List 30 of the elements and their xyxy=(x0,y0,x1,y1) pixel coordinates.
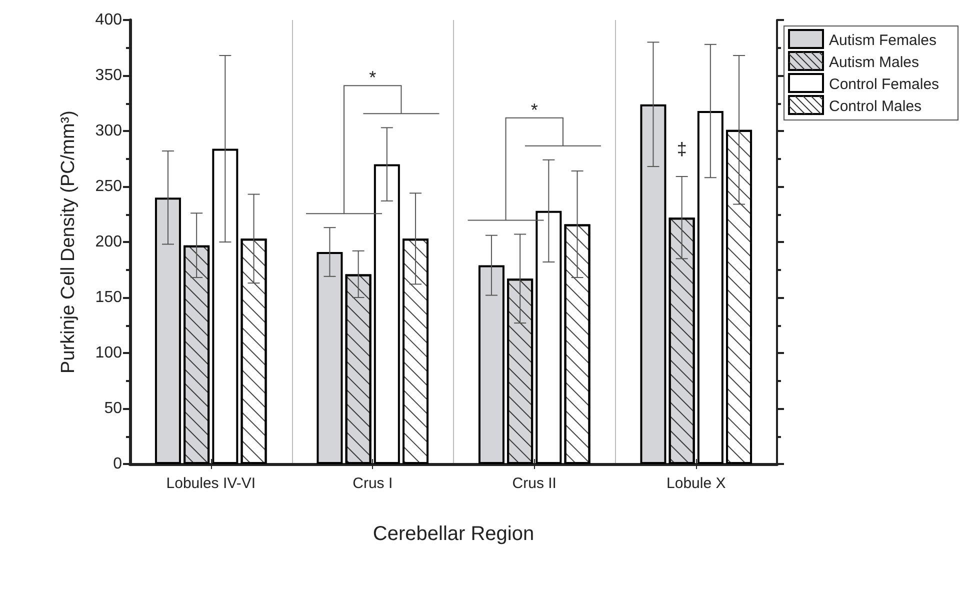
annotation: * xyxy=(369,68,376,88)
legend-label: Control Females xyxy=(829,76,940,93)
y-tick-label: 350 xyxy=(95,67,122,84)
y-tick-label: 150 xyxy=(95,289,122,306)
bar xyxy=(212,148,238,464)
annotation: ‡ xyxy=(676,138,687,159)
bar xyxy=(697,111,724,464)
annotation: * xyxy=(530,100,538,120)
y-tick-label: 250 xyxy=(95,178,122,195)
y-tick-label: 400 xyxy=(95,12,122,28)
bar xyxy=(374,164,400,464)
bar xyxy=(536,210,562,464)
y-axis-title: Purkinje Cell Density (PC/mm³) xyxy=(58,110,79,374)
bar xyxy=(316,252,343,464)
y-tick-label: 300 xyxy=(95,122,122,140)
bar xyxy=(154,198,181,464)
x-tick-label: Lobules IV-VI xyxy=(166,475,256,492)
y-tick-label: 0 xyxy=(113,456,122,472)
legend-label: Autism Females xyxy=(829,32,937,49)
y-tick-label: 50 xyxy=(104,400,122,417)
legend-label: Autism Males xyxy=(829,54,920,71)
y-tick-label: 200 xyxy=(95,234,122,250)
legend-label: Control Males xyxy=(829,98,922,115)
x-tick-label: Lobule X xyxy=(666,475,726,492)
x-tick-label: Crus I xyxy=(352,475,393,492)
bar xyxy=(640,104,666,464)
x-tick-label: Crus II xyxy=(512,475,556,492)
bar xyxy=(478,265,504,464)
x-axis-title: Cerebellar Region xyxy=(372,523,534,545)
y-tick-label: 100 xyxy=(95,344,122,362)
